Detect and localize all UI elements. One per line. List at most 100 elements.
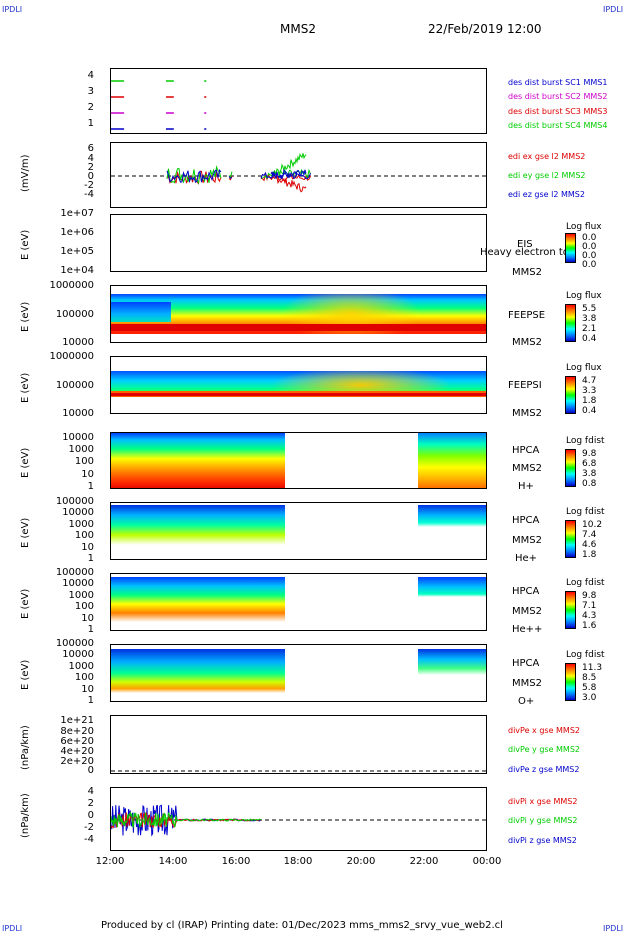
hpca-o-cbar-value: 5.8: [582, 683, 597, 693]
divpi-legend-x: divPi x gse MMS2: [508, 797, 578, 806]
hpca-o-cbar-title: Log fdist: [566, 650, 605, 660]
burst-svg: [111, 80, 207, 130]
divpe-legend-x: divPe x gse MMS2: [508, 726, 580, 735]
hpca-hepp-spacecraft: MMS2: [512, 606, 542, 617]
hpca-o-cbar-value: 3.0: [582, 693, 597, 703]
hpca-h-ytick: 10000: [62, 432, 94, 443]
eis-ytick: 1e+06: [60, 227, 94, 238]
feepsi-ytick: 10000: [62, 408, 94, 419]
hpca-h-cbar-value: 9.8: [582, 449, 597, 459]
eis-ytick: 1e+05: [60, 246, 94, 257]
hpca-h-ytick: 10: [81, 469, 94, 480]
divpi-ytick: -4: [84, 834, 94, 845]
burst-legend-3: des dist burst SC3 MMS3: [508, 107, 608, 116]
divpe-ytick: 0: [87, 765, 94, 776]
divpi-ytick: 0: [87, 810, 94, 821]
edi-ytick: 0: [87, 171, 94, 182]
divpi-ytick: -2: [84, 822, 94, 833]
hpca-o-spacecraft: MMS2: [512, 678, 542, 689]
feepsi-cbar-value: 3.3: [582, 386, 597, 396]
hpca-h-ytick: 100: [74, 456, 94, 467]
hpca-o-ytick: 10000: [62, 649, 94, 660]
hpca-h-species: H+: [518, 481, 534, 492]
feepsi-instrument: FEEPSI: [508, 380, 542, 391]
hpca-o-species: O+: [518, 696, 535, 707]
hpca-he-species: He+: [515, 553, 538, 564]
divpe-panel: [110, 715, 487, 774]
footer-text: Produced by cl (IRAP) Printing date: 01/…: [101, 920, 503, 931]
feepse-panel: [110, 285, 487, 343]
edi-series-line: [228, 175, 233, 181]
edi-series-line: [270, 168, 307, 180]
burst-legend-1: des dist burst SC1 MMS1: [508, 78, 608, 87]
hpca-he-ytick: 1: [87, 553, 94, 564]
hpca-he-ytick: 10000: [62, 507, 94, 518]
hpca-he-cbar-value: 1.8: [582, 550, 597, 560]
burst-ytick: 1: [87, 118, 94, 129]
eis-ytick: 1e+07: [60, 208, 94, 219]
edi-series-line: [228, 171, 233, 179]
feepse-cbar-value: 5.5: [582, 304, 597, 314]
hpca-o-ytick: 1000: [68, 661, 94, 672]
edi-series-line: [228, 176, 233, 179]
hpca-h-after-gap: [418, 433, 486, 488]
x-tick: 16:00: [221, 856, 251, 867]
hpca-he-instrument: HPCA: [512, 515, 540, 526]
feepse-cbar-value: 2.1: [582, 324, 597, 334]
hpca-o-cbar-value: 8.5: [582, 673, 597, 683]
hpca-o-panel: [110, 644, 487, 702]
edi-ytick: 4: [87, 153, 94, 164]
x-tick: 00:00: [472, 856, 502, 867]
burst-ytick: 2: [87, 102, 94, 113]
hpca-he-ytick: 100000: [55, 496, 94, 507]
feepse-low-band: [111, 324, 486, 331]
hpca-hepp-ytick: 1: [87, 624, 94, 635]
feepse-cbar-title: Log flux: [566, 291, 602, 301]
hpca-o-instrument: HPCA: [512, 658, 540, 669]
eis-spacecraft: MMS2: [512, 267, 542, 278]
eis-panel: [110, 214, 487, 272]
hpca-he-spacecraft: MMS2: [512, 535, 542, 546]
divpe-ytick: 6e+20: [60, 736, 94, 747]
edi-legend-y: edi ey gse l2 MMS2: [508, 171, 586, 180]
hpca-hepp-spectrogram: [111, 577, 285, 622]
hpca-o-ytick: 100: [74, 672, 94, 683]
divpe-legend-z: divPe z gse MMS2: [508, 765, 580, 774]
hpca-he-cbar-value: 7.4: [582, 530, 597, 540]
feepsi-red-band: [111, 393, 486, 396]
corner-label-bottom-left: IPDLI: [2, 924, 23, 933]
divpi-ytick: 2: [87, 798, 94, 809]
hpca-hepp-ytick: 100000: [55, 567, 94, 578]
divpi-legend-y: divPi y gse MMS2: [508, 816, 578, 825]
eis-overlay: Heavy electron to: [480, 247, 569, 258]
hpca-he-after-gap: [418, 505, 486, 527]
hpca-he-cbar-title: Log fdist: [566, 507, 605, 517]
hpca-hepp-colorbar: [565, 591, 576, 629]
header-datetime: 22/Feb/2019 12:00: [428, 22, 542, 36]
eis-ytick: 1e+04: [60, 265, 94, 276]
divpi-legend-z: divPi z gse MMS2: [508, 836, 577, 845]
hpca-h-cbar-title: Log fdist: [566, 436, 605, 446]
feepsi-ytick: 1000000: [49, 351, 94, 362]
hpca-he-ytick: 10: [81, 542, 94, 553]
burst-legend-4: des dist burst SC4 MMS4: [508, 121, 608, 130]
divpe-ytick: 2e+20: [60, 756, 94, 767]
hpca-o-after-gap: [418, 649, 486, 675]
hpca-hepp-after-gap: [418, 577, 486, 597]
hpca-h-cbar-value: 0.8: [582, 479, 597, 489]
hpca-h-ytick: 1: [87, 481, 94, 492]
eis-cbar-value: 0.0: [582, 242, 597, 252]
hpca-h-panel: [110, 432, 487, 489]
x-tick: 12:00: [95, 856, 125, 867]
feepsi-cbar-title: Log flux: [566, 363, 602, 373]
edi-ytick: -4: [84, 189, 94, 200]
feepsi-colorbar: [565, 376, 576, 414]
eis-cbar-value: 0.0: [582, 233, 597, 243]
hpca-he-panel: [110, 502, 487, 560]
hpca-o-ytick: 1: [87, 695, 94, 706]
eis-cbar-value: 0.0: [582, 251, 597, 261]
divpe-svg: [111, 770, 486, 772]
hpca-hepp-ytick: 10: [81, 613, 94, 624]
feepse-ytick: 100000: [55, 309, 94, 320]
corner-label-top-right: IPDLI: [603, 5, 624, 14]
